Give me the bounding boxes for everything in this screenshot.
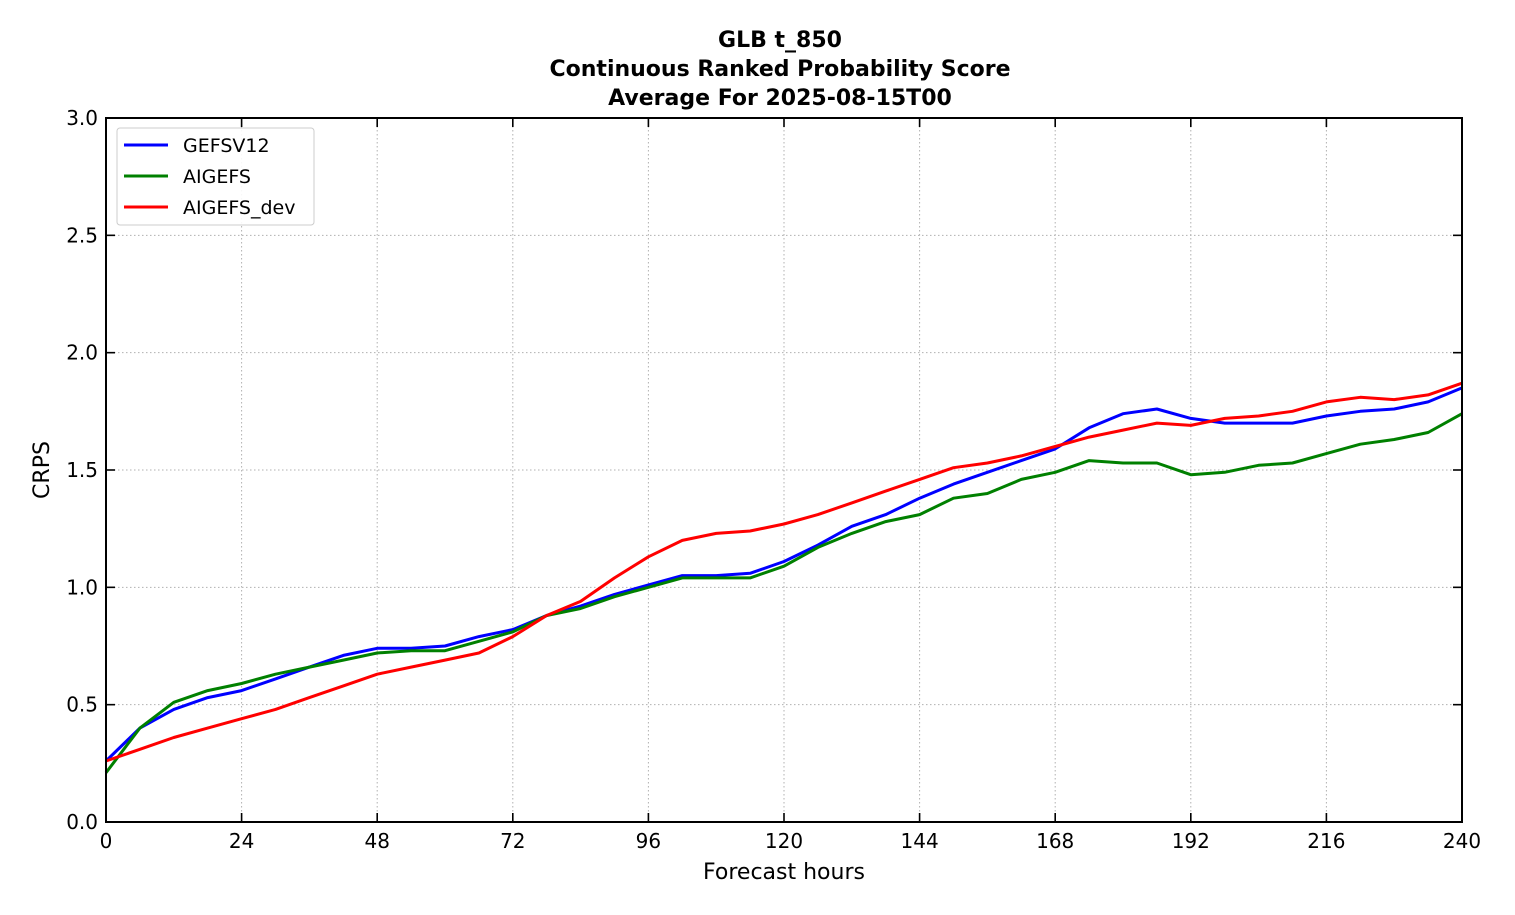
grid xyxy=(105,117,1463,823)
y-axis-ticks: 0.0 0.5 1.0 1.5 2.0 2.5 3.0 xyxy=(66,106,1462,834)
chart-title: GLB t_850 Continuous Ranked Probability … xyxy=(550,28,1011,111)
legend-label: AIGEFS xyxy=(183,166,251,188)
series-line-aigefs xyxy=(104,412,1463,774)
y-tick-label: 1.0 xyxy=(66,575,98,599)
x-tick-label: 48 xyxy=(364,829,389,853)
x-tick-label: 192 xyxy=(1172,829,1210,853)
y-axis-label: CRPS xyxy=(30,441,55,499)
y-tick-label: 2.5 xyxy=(66,223,98,247)
legend-box xyxy=(116,127,315,226)
legend-label: GEFSV12 xyxy=(183,135,270,157)
y-tick-label: 0.0 xyxy=(66,810,98,834)
x-axis-ticks: 0 24 48 72 96 120 144 168 192 216 240 xyxy=(100,118,1481,853)
x-tick-label: 144 xyxy=(901,829,939,853)
series-line-gefsv12 xyxy=(104,386,1463,763)
chart-title-line-2: Continuous Ranked Probability Score xyxy=(550,57,1011,82)
chart-title-line-1: GLB t_850 xyxy=(718,28,842,53)
series-lines xyxy=(104,381,1463,774)
x-axis-label: Forecast hours xyxy=(703,860,865,885)
x-tick-label: 120 xyxy=(765,829,803,853)
series-line-aigefs-dev xyxy=(105,381,1463,763)
x-tick-label: 24 xyxy=(229,829,254,853)
x-tick-label: 216 xyxy=(1307,829,1345,853)
x-tick-label: 72 xyxy=(500,829,525,853)
y-tick-label: 3.0 xyxy=(66,106,98,130)
x-tick-label: 96 xyxy=(636,829,661,853)
legend: GEFSV12 AIGEFS AIGEFS_dev xyxy=(116,127,315,226)
y-tick-label: 1.5 xyxy=(66,458,98,482)
y-tick-label: 0.5 xyxy=(66,693,98,717)
chart-title-line-3: Average For 2025-08-15T00 xyxy=(608,86,952,111)
legend-label: AIGEFS_dev xyxy=(183,197,295,219)
x-tick-label: 0 xyxy=(100,829,113,853)
y-tick-label: 2.0 xyxy=(66,341,98,365)
x-tick-label: 240 xyxy=(1443,829,1481,853)
x-tick-label: 168 xyxy=(1036,829,1074,853)
